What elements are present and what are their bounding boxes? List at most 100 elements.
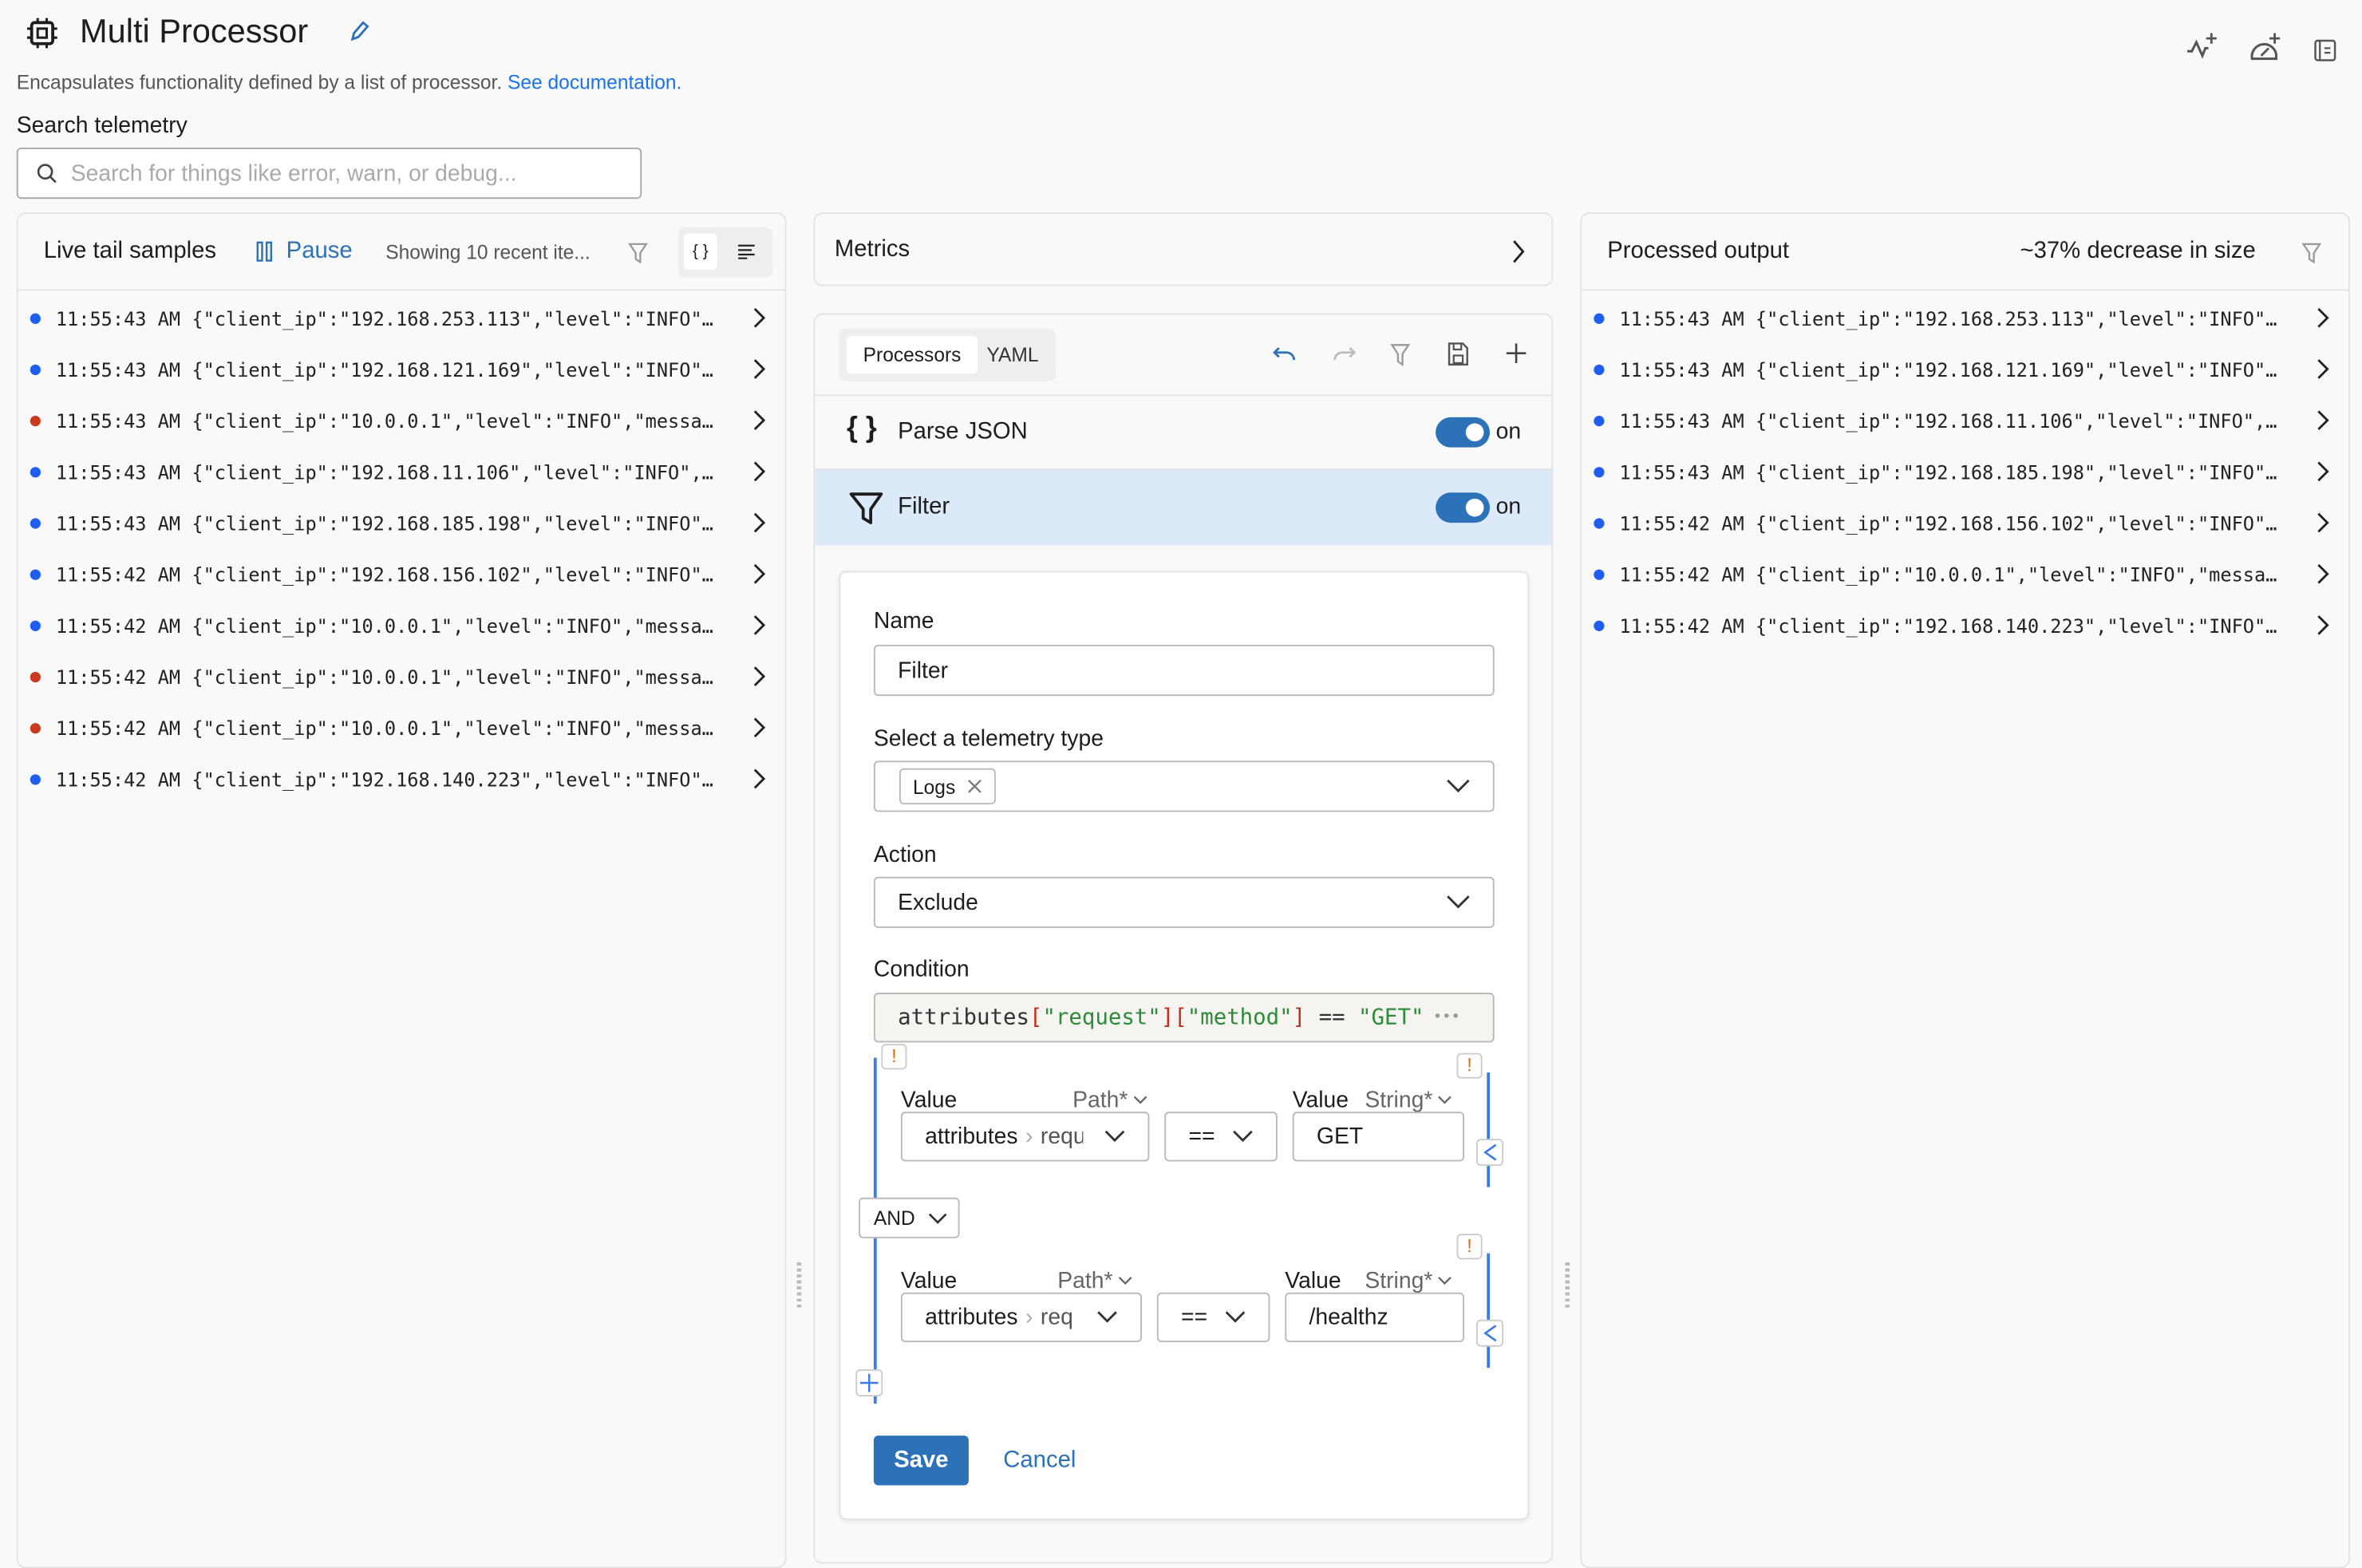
- pause-button[interactable]: Pause: [256, 238, 353, 265]
- text-view-icon[interactable]: [738, 244, 755, 259]
- chevron-right-icon[interactable]: [748, 614, 769, 635]
- documentation-link[interactable]: See documentation.: [508, 70, 682, 94]
- save-button[interactable]: Save: [873, 1436, 969, 1486]
- chevron-right-icon[interactable]: [748, 666, 769, 686]
- processor-item-parse-json[interactable]: { } Parse JSON on: [815, 394, 1552, 470]
- chevron-right-icon[interactable]: [748, 768, 769, 789]
- chevron-right-icon[interactable]: [748, 563, 769, 584]
- metrics-label: Metrics: [834, 236, 910, 263]
- chevron-right-icon[interactable]: [2313, 358, 2333, 379]
- log-row[interactable]: 11:55:43 AM {"client_ip":"10.0.0.1","lev…: [30, 395, 770, 446]
- condition-line: [1487, 1072, 1491, 1187]
- joiner-select[interactable]: AND: [859, 1197, 960, 1238]
- chevron-right-icon[interactable]: [2313, 409, 2333, 431]
- chevron-right-icon[interactable]: [748, 512, 769, 533]
- more-icon[interactable]: •••: [1432, 1009, 1460, 1026]
- log-text: 11:55:42 AM {"client_ip":"192.168.156.10…: [1619, 511, 2312, 534]
- tab-processors[interactable]: Processors: [846, 335, 978, 374]
- log-body: {"client_ip":"192.168.121.169","level":"…: [1755, 357, 2277, 381]
- processor-toggle[interactable]: [1436, 492, 1491, 523]
- add-processor-icon[interactable]: [1505, 342, 1527, 365]
- value-input[interactable]: /healthz: [1285, 1292, 1464, 1343]
- docs-book-icon[interactable]: [2314, 39, 2336, 61]
- tab-yaml[interactable]: YAML: [986, 343, 1039, 366]
- condition-value-label: Value: [900, 1268, 958, 1294]
- log-row[interactable]: 11:55:42 AM {"client_ip":"10.0.0.1","lev…: [30, 651, 770, 702]
- log-row[interactable]: 11:55:42 AM {"client_ip":"192.168.140.22…: [30, 753, 770, 804]
- chevron-right-icon[interactable]: [748, 358, 769, 379]
- warning-icon[interactable]: !: [881, 1044, 907, 1070]
- filter-icon[interactable]: [1390, 343, 1410, 366]
- chevron-right-icon[interactable]: [2313, 307, 2333, 328]
- log-row[interactable]: 11:55:43 AM {"client_ip":"192.168.11.106…: [30, 446, 770, 497]
- log-row[interactable]: 11:55:42 AM {"client_ip":"10.0.0.1","lev…: [30, 702, 770, 753]
- log-row[interactable]: 11:55:42 AM {"client_ip":"192.168.156.10…: [1594, 497, 2333, 548]
- log-row[interactable]: 11:55:43 AM {"client_ip":"192.168.121.16…: [30, 343, 770, 394]
- chevron-right-icon[interactable]: [2313, 563, 2333, 584]
- log-row[interactable]: 11:55:43 AM {"client_ip":"192.168.11.106…: [1594, 395, 2333, 446]
- path-select[interactable]: attributes › req: [900, 1292, 1142, 1343]
- processor-name: Filter: [898, 494, 950, 520]
- chevron-right-icon[interactable]: [748, 409, 769, 431]
- log-row[interactable]: 11:55:43 AM {"client_ip":"192.168.185.19…: [30, 497, 770, 548]
- cancel-button[interactable]: Cancel: [1003, 1448, 1076, 1474]
- status-dot: [30, 671, 41, 682]
- plus-icon: [859, 1373, 879, 1392]
- resize-handle-left[interactable]: [796, 1262, 802, 1311]
- metrics-card[interactable]: Metrics: [813, 212, 1554, 286]
- status-dot: [30, 312, 41, 323]
- path-select[interactable]: attributes › requ: [900, 1112, 1150, 1162]
- log-row[interactable]: 11:55:43 AM {"client_ip":"192.168.185.19…: [1594, 446, 2333, 497]
- name-input[interactable]: Filter: [873, 644, 1495, 697]
- log-body: {"client_ip":"192.168.185.198","level":"…: [1755, 460, 2277, 484]
- log-row[interactable]: 11:55:43 AM {"client_ip":"192.168.253.11…: [30, 292, 770, 343]
- log-body: {"client_ip":"192.168.140.223","level":"…: [1755, 614, 2277, 637]
- processor-toggle[interactable]: [1436, 417, 1491, 448]
- processor-item-filter[interactable]: Filter on: [815, 469, 1552, 546]
- close-icon[interactable]: [967, 779, 982, 794]
- operator-select[interactable]: ==: [1164, 1112, 1278, 1162]
- condition-code-editor[interactable]: attributes["request"]["method"] == "GET"…: [873, 993, 1495, 1043]
- chevron-right-icon[interactable]: [2313, 512, 2333, 533]
- filter-icon[interactable]: [2301, 243, 2322, 264]
- warning-icon[interactable]: !: [1456, 1234, 1483, 1260]
- json-view-button[interactable]: { }: [684, 233, 717, 270]
- save-icon[interactable]: [1448, 342, 1468, 366]
- add-condition-button[interactable]: [855, 1369, 883, 1396]
- action-select[interactable]: Exclude: [873, 876, 1495, 928]
- value-input[interactable]: GET: [1292, 1112, 1464, 1162]
- path-type-select[interactable]: Path*: [1057, 1269, 1132, 1294]
- log-time: 11:55:42 AM: [55, 563, 181, 586]
- branch-button[interactable]: [1476, 1319, 1504, 1347]
- operator-select[interactable]: ==: [1156, 1292, 1270, 1343]
- log-body: {"client_ip":"192.168.185.198","level":"…: [192, 511, 713, 535]
- add-activity-icon[interactable]: [2184, 30, 2220, 64]
- log-row[interactable]: 11:55:43 AM {"client_ip":"192.168.121.16…: [1594, 343, 2333, 394]
- add-gauge-icon[interactable]: [2248, 30, 2284, 64]
- log-row[interactable]: 11:55:42 AM {"client_ip":"10.0.0.1","lev…: [1594, 548, 2333, 599]
- chevron-right-icon[interactable]: [748, 461, 769, 482]
- log-body: {"client_ip":"10.0.0.1","level":"INFO","…: [192, 614, 713, 637]
- log-row[interactable]: 11:55:42 AM {"client_ip":"192.168.156.10…: [30, 548, 770, 599]
- value-type-select[interactable]: String*: [1365, 1269, 1452, 1294]
- branch-button[interactable]: [1476, 1139, 1504, 1167]
- path-root: attributes: [925, 1304, 1018, 1330]
- code-token: ][: [1160, 1005, 1187, 1030]
- log-row[interactable]: 11:55:43 AM {"client_ip":"192.168.253.11…: [1594, 292, 2333, 343]
- chevron-right-icon[interactable]: [2313, 614, 2333, 635]
- undo-icon[interactable]: [1273, 343, 1297, 364]
- search-input[interactable]: Search for things like error, warn, or d…: [16, 148, 642, 199]
- warning-icon[interactable]: !: [1456, 1053, 1483, 1079]
- value-type-select[interactable]: String*: [1365, 1088, 1452, 1113]
- chevron-right-icon[interactable]: [2313, 461, 2333, 482]
- path-type-select[interactable]: Path*: [1072, 1088, 1147, 1113]
- chevron-right-icon[interactable]: [748, 307, 769, 328]
- telemetry-type-select[interactable]: Logs: [873, 760, 1495, 812]
- redo-icon[interactable]: [1332, 343, 1357, 364]
- edit-pencil-icon[interactable]: [348, 20, 369, 44]
- resize-handle-right[interactable]: [1565, 1262, 1570, 1311]
- chevron-right-icon[interactable]: [748, 717, 769, 738]
- log-row[interactable]: 11:55:42 AM {"client_ip":"10.0.0.1","lev…: [30, 599, 770, 650]
- log-row[interactable]: 11:55:42 AM {"client_ip":"192.168.140.22…: [1594, 599, 2333, 650]
- filter-icon[interactable]: [628, 243, 648, 264]
